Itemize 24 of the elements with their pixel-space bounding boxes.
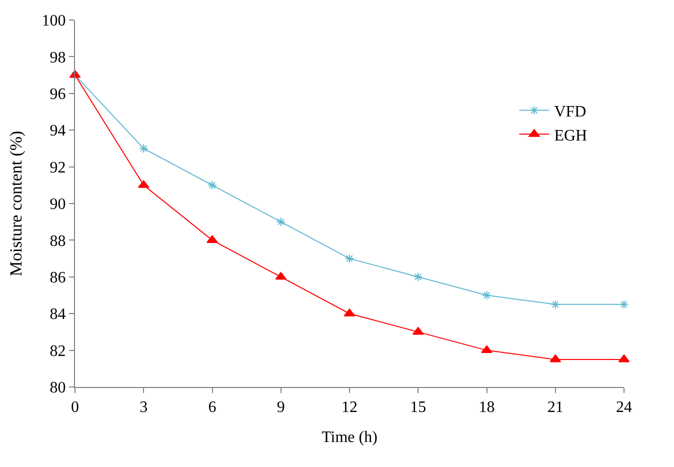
x-tick-label: 0 (71, 399, 79, 416)
y-tick-label: 94 (50, 122, 66, 140)
x-tick-label: 3 (140, 399, 148, 416)
y-tick-label: 92 (50, 159, 66, 176)
y-tick-label: 82 (50, 342, 66, 360)
x-tick-label: 9 (276, 399, 285, 416)
x-tick-label: 18 (478, 399, 495, 416)
y-tick-label: 80 (50, 380, 66, 397)
y-tick-label: 84 (50, 306, 66, 324)
y-tick-label: 88 (50, 232, 66, 250)
x-tick-label: 15 (410, 399, 426, 416)
x-axis-title: Time (h) (322, 428, 378, 446)
y-axis-title: Moisture content (%) (6, 130, 26, 276)
legend-label: VFD (554, 104, 586, 121)
y-tick-label: 90 (50, 196, 66, 214)
legend-label: EGH (554, 127, 588, 144)
x-tick-label: 6 (208, 399, 216, 416)
y-tick-label: 100 (42, 12, 66, 30)
y-tick-label: 86 (50, 270, 66, 286)
y-tick-label: 98 (50, 49, 66, 66)
x-tick-label: 24 (616, 399, 632, 416)
y-tick-label: 96 (50, 86, 66, 103)
x-tick-label: 21 (547, 399, 564, 416)
x-tick-label: 12 (342, 399, 358, 416)
